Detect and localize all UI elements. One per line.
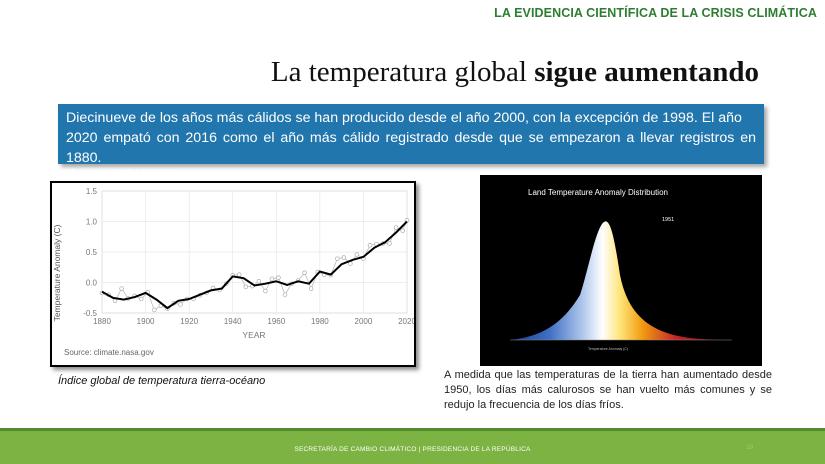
footer-text: SECRETARÍA DE CAMBIO CLIMÁTICO | PRESIDE…: [294, 446, 531, 453]
distribution-svg: Land Temperature Anomaly Distribution 19…: [510, 188, 732, 351]
slide-title-bold: sigue aumentando: [534, 56, 759, 88]
annual-data-point: [335, 256, 340, 261]
info-source: (fuente: NASA/GISS): [66, 168, 174, 180]
slide-title-normal: La temperatura global: [270, 56, 535, 88]
annual-data-point: [138, 296, 144, 302]
chart-source-note: Source: climate.nasa.gov: [64, 348, 154, 357]
distribution-year-label: 1951: [662, 217, 674, 223]
y-tick-label: 1.0: [86, 218, 98, 227]
smoothed-temperature-line: [101, 220, 408, 310]
info-line-1: Diecinueve de los años más cálidos se ha…: [66, 110, 742, 126]
y-tick-label: -0.5: [83, 309, 97, 318]
y-tick-label: 1.5: [86, 187, 98, 196]
x-tick-label: 1880: [93, 317, 111, 326]
info-box: Diecinueve de los años más cálidos se ha…: [58, 104, 764, 180]
annual-data-point: [243, 284, 249, 290]
annual-data-point: [341, 255, 347, 260]
annual-data-point: [302, 270, 307, 275]
distribution-description: A medida que las temperaturas de la tier…: [444, 369, 772, 411]
temperature-distribution-panel: Land Temperature Anomaly Distribution 19…: [480, 175, 762, 366]
header-tag: LA EVIDENCIA CIENTÍFICA DE LA CRISIS CLI…: [494, 6, 817, 20]
annual-data-point: [282, 292, 288, 297]
x-tick-label: 1940: [224, 317, 242, 326]
info-line-2: 2020 empató con 2016 como el año más cál…: [66, 130, 756, 166]
footer-bar: [0, 428, 825, 431]
annual-data-point: [263, 288, 268, 294]
annual-data-point: [112, 298, 118, 304]
annual-data-point: [400, 228, 405, 233]
x-tick-label: 1900: [137, 317, 155, 326]
y-tick-label: 0.5: [86, 248, 98, 257]
page-number: 10: [746, 445, 753, 451]
temperature-chart-svg: -0.5 0.0 0.5 1.0 1.5 1880 1900 1920 1940 1960 1980…: [52, 187, 414, 357]
annual-data-point: [354, 252, 360, 257]
temperature-index-chart: -0.5 0.0 0.5 1.0 1.5 1880 1900 1920 1940 1960 1980…: [50, 181, 416, 367]
footer: [0, 431, 825, 464]
annual-data-point: [152, 307, 157, 313]
annual-data-point: [367, 243, 373, 248]
distribution-curve: [510, 221, 730, 340]
distribution-x-label: Temperature Anomaly (C): [588, 347, 628, 351]
annual-data-point: [269, 276, 275, 282]
slide-title: La temperatura global sigue aumentando: [271, 56, 759, 89]
x-tick-label: 1920: [180, 317, 198, 326]
chart-y-axis-label: Temperature Anomaly (C): [52, 224, 62, 321]
x-tick-label: 1960: [267, 317, 285, 326]
annual-data-point: [393, 225, 399, 230]
annual-data-point: [308, 286, 314, 291]
annual-data-point: [119, 286, 124, 291]
x-tick-label: 2000: [355, 317, 373, 326]
annual-data-point: [237, 272, 242, 277]
x-tick-label: 1980: [311, 317, 329, 326]
annual-data-point: [276, 275, 281, 280]
annual-data-point: [178, 302, 183, 307]
chart-caption: Índice global de temperatura tierra-océa…: [58, 375, 266, 387]
annual-temperature-trace: [101, 220, 408, 311]
distribution-title: Land Temperature Anomaly Distribution: [528, 188, 668, 197]
chart-x-axis-label: YEAR: [242, 330, 265, 340]
y-tick-label: 0.0: [86, 279, 98, 288]
annual-data-point: [256, 279, 262, 284]
x-tick-label: 2020: [398, 317, 414, 326]
annual-data-point: [387, 241, 392, 246]
